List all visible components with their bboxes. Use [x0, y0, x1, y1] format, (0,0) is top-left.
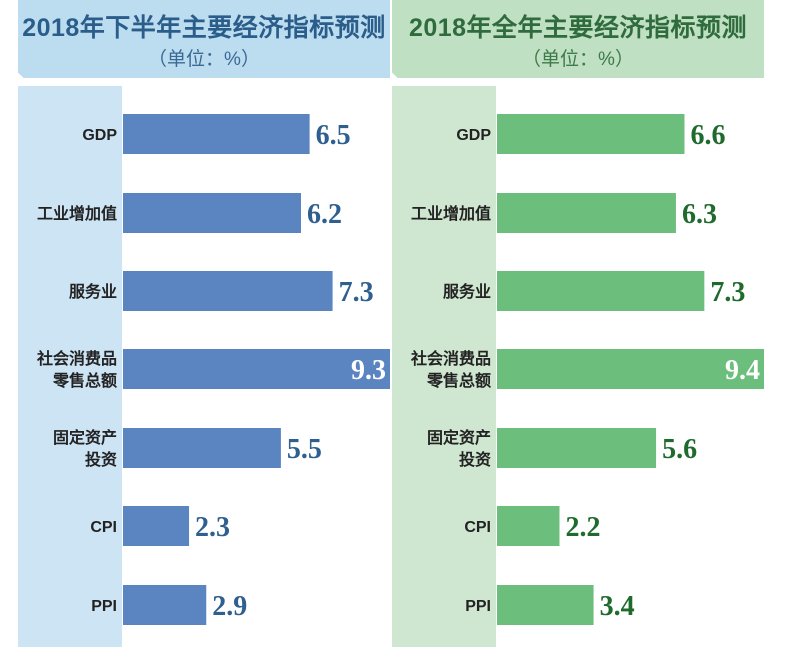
right-value-label: 5.6 [662, 434, 697, 465]
left-value-label: 6.5 [316, 120, 351, 151]
left-value-label: 7.3 [339, 277, 374, 308]
left-bar [123, 193, 301, 233]
right-value-label: 6.3 [682, 199, 717, 230]
right-bar [497, 271, 705, 311]
right-category-label: PPI [465, 598, 491, 615]
chart-left-panel: 2018年下半年主要经济指标预测 （单位：%） GDP 6.5 工业增加值 6.2 服务… [18, 0, 390, 647]
left-category-label: 社会消费品 [36, 349, 117, 368]
chart-right-label-column [392, 86, 496, 647]
chart-left-title: 2018年下半年主要经济指标预测 [22, 14, 386, 42]
right-bar [497, 349, 764, 389]
right-category-label: 零售总额 [426, 371, 491, 390]
left-value-label: 2.9 [212, 591, 247, 622]
chart-right-banner: 2018年全年主要经济指标预测 （单位：%） [392, 0, 764, 78]
right-bar [497, 193, 676, 233]
left-category-label: CPI [90, 519, 117, 536]
right-value-label: 2.2 [565, 512, 600, 543]
left-category-label: 工业增加值 [37, 204, 117, 223]
left-bar [123, 428, 281, 468]
right-category-label: CPI [464, 519, 491, 536]
left-category-label: GDP [82, 127, 117, 144]
chart-right-panel: 2018年全年主要经济指标预测 （单位：%） GDP 6.6 工业增加值 6.3 服务业… [392, 0, 764, 647]
left-value-label: 6.2 [307, 199, 342, 230]
right-value-label: 7.3 [710, 277, 745, 308]
left-category-label: 投资 [85, 450, 117, 469]
left-bar [123, 585, 207, 625]
right-value-label: 3.4 [600, 591, 635, 622]
left-category-label: 固定资产 [53, 428, 117, 447]
left-bar [123, 114, 310, 154]
chart-left-banner: 2018年下半年主要经济指标预测 （单位：%） [18, 0, 390, 78]
left-value-label: 2.3 [195, 512, 230, 543]
left-value-label: 9.3 [351, 355, 386, 386]
chart-left-label-column [18, 86, 122, 647]
right-category-label: GDP [456, 127, 491, 144]
right-value-label: 9.4 [725, 355, 760, 386]
left-category-label: PPI [91, 598, 117, 615]
chart-left-unit: （单位：%） [148, 49, 260, 70]
chart-right-unit: （单位：%） [522, 49, 634, 70]
right-bar [497, 114, 685, 154]
left-bar [123, 271, 333, 311]
left-bar [123, 506, 190, 546]
chart-right-title: 2018年全年主要经济指标预测 [408, 14, 748, 42]
left-category-label: 零售总额 [52, 371, 117, 390]
right-value-label: 6.6 [690, 120, 725, 151]
right-bar [497, 506, 560, 546]
right-category-label: 服务业 [443, 282, 491, 301]
left-category-label: 服务业 [69, 282, 117, 301]
left-bar [123, 349, 390, 389]
right-bar [497, 428, 657, 468]
right-category-label: 投资 [459, 450, 491, 469]
right-category-label: 社会消费品 [410, 349, 491, 368]
right-category-label: 固定资产 [427, 428, 491, 447]
right-category-label: 工业增加值 [411, 204, 491, 223]
left-value-label: 5.5 [287, 434, 322, 465]
right-bar [497, 585, 594, 625]
